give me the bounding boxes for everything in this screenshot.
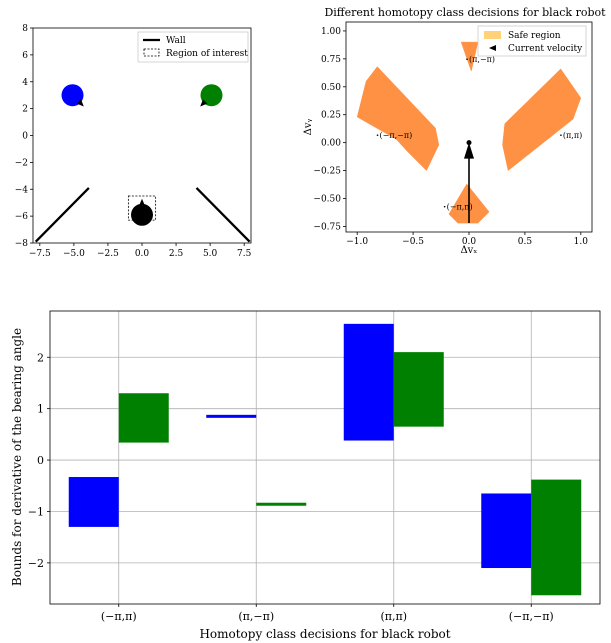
- legend-wall-label: Wall: [166, 36, 186, 46]
- green-bound-bar: [118, 393, 169, 443]
- velocity-y-tick-label: −0.50: [313, 194, 341, 204]
- green-bound-bar: [531, 479, 582, 596]
- scene-y-tick-label: −6: [15, 212, 29, 222]
- wall-line: [34, 187, 90, 243]
- green-bound-bar: [256, 502, 307, 506]
- scene-x-tick-label: 0.0: [135, 249, 150, 259]
- legend-current-velocity-label: Current velocity: [508, 44, 583, 54]
- velocity-y-tick-label: −0.25: [313, 167, 341, 177]
- legend-safe-region-label: Safe region: [508, 31, 561, 41]
- scene-y-tick-label: 2: [22, 105, 28, 115]
- wall-line: [195, 187, 251, 243]
- blue-bound-bar: [343, 323, 394, 441]
- current-velocity-arrow-head-icon: [464, 142, 474, 159]
- scene-x-tick-label: 2.5: [169, 249, 184, 259]
- bounds-y-tick-label: 1: [37, 403, 44, 416]
- bounds-plot-frame: [49, 310, 601, 605]
- green-bound-bar: [393, 352, 444, 427]
- bounds-y-tick-label: −1: [28, 505, 44, 518]
- velocity-plot: Different homotopy class decisions for b…: [303, 6, 606, 256]
- region-label: (−π,π): [447, 203, 473, 212]
- region-of-interest-box: [127, 195, 157, 221]
- scene-y-tick-label: −4: [15, 185, 29, 195]
- bounds-x-tick-label: (−π,π): [101, 610, 137, 623]
- safe-region-polygon: [460, 41, 479, 73]
- scene-y-tick-label: −8: [15, 239, 29, 249]
- legend-region-swatch: [143, 48, 160, 57]
- green-robot-heading-icon: [200, 99, 208, 107]
- legend-safe-region-swatch: [484, 31, 501, 39]
- region-label-dot: [376, 134, 379, 136]
- scene-y-tick-label: 4: [22, 78, 28, 88]
- blue-robot-heading-icon: [76, 99, 84, 107]
- scene-y-tick-label: 6: [22, 51, 28, 61]
- velocity-legend: Safe region Current velocity: [477, 25, 587, 57]
- scene-x-tick-label: −2.5: [97, 249, 119, 259]
- bounds-x-tick-label: (π,−π): [238, 610, 274, 623]
- velocity-y-tick-label: 0.25: [321, 111, 341, 121]
- legend-current-velocity-arrow-icon: [489, 45, 496, 51]
- velocity-x-tick-label: 0.5: [518, 237, 533, 247]
- velocity-x-tick-label: −0.5: [402, 237, 424, 247]
- region-label-dot: [466, 58, 468, 61]
- velocity-x-tick-label: 1.0: [574, 237, 589, 247]
- blue-bound-bar: [206, 414, 257, 418]
- scene-legend-box: [137, 31, 249, 63]
- black-robot-heading-icon: [139, 198, 145, 206]
- scene-plot: −7.5 −5.0 −2.5 0.0 2.5 5.0 7.5 −8 −6 −4 −2 0 2 4 6 8 Wa…: [15, 24, 252, 259]
- bounds-x-tick-label: (−π,−π): [509, 610, 554, 623]
- region-label: (π,−π): [469, 55, 495, 64]
- safe-region-polygon: [502, 68, 582, 172]
- bounds-plot-ylabel: Bounds for derivative of the bearing ang…: [10, 328, 24, 586]
- green-robot-marker: [200, 84, 223, 107]
- velocity-x-tick-label: −1.0: [346, 237, 368, 247]
- velocity-y-tick-label: 0.50: [321, 83, 341, 93]
- bounds-plot-xlabel: Homotopy class decisions for black robot: [199, 627, 450, 641]
- scene-y-tick-label: −2: [15, 158, 28, 168]
- region-label-dot: [560, 134, 562, 136]
- velocity-y-tick-label: 1.00: [321, 27, 341, 37]
- velocity-plot-ylabel: Δvᵧ: [303, 118, 314, 135]
- blue-bound-bar: [481, 493, 532, 569]
- current-velocity-origin-dot: [466, 140, 472, 146]
- blue-robot-marker: [61, 84, 84, 107]
- bounds-y-tick-label: 0: [37, 454, 44, 467]
- velocity-plot-xlabel: Δvₓ: [460, 245, 477, 256]
- velocity-plot-title: Different homotopy class decisions for b…: [324, 6, 606, 19]
- velocity-x-tick-label: 0.0: [462, 237, 477, 247]
- bounds-y-tick-label: −2: [28, 557, 44, 570]
- scene-x-tick-label: 7.5: [237, 249, 252, 259]
- scene-x-tick-label: −7.5: [29, 249, 51, 259]
- velocity-y-tick-label: 0.00: [321, 139, 341, 149]
- scene-x-tick-label: 5.0: [203, 249, 218, 259]
- safe-region-polygon: [356, 66, 440, 171]
- black-robot-marker: [131, 203, 153, 226]
- scene-y-tick-label: 0: [22, 132, 28, 142]
- blue-bound-bar: [68, 477, 119, 527]
- legend-region-label: Region of interest: [166, 49, 248, 59]
- bounds-plot: −2 −1 0 1 2 (−π,π) (π,−π) (π,π) (−π,−π) Homotopy…: [10, 310, 601, 641]
- bounds-y-tick-label: 2: [37, 351, 44, 364]
- region-label-dot: [443, 205, 446, 208]
- bounds-x-tick-label: (π,π): [380, 610, 407, 623]
- scene-y-tick-label: 8: [22, 24, 28, 34]
- region-label: (−π,−π): [380, 131, 413, 140]
- scene-legend: Wall Region of interest: [137, 31, 249, 63]
- velocity-y-tick-label: 0.75: [321, 55, 341, 65]
- region-label: (π,π): [563, 131, 582, 140]
- velocity-y-tick-label: −0.75: [313, 222, 341, 232]
- scene-x-tick-label: −5.0: [63, 249, 85, 259]
